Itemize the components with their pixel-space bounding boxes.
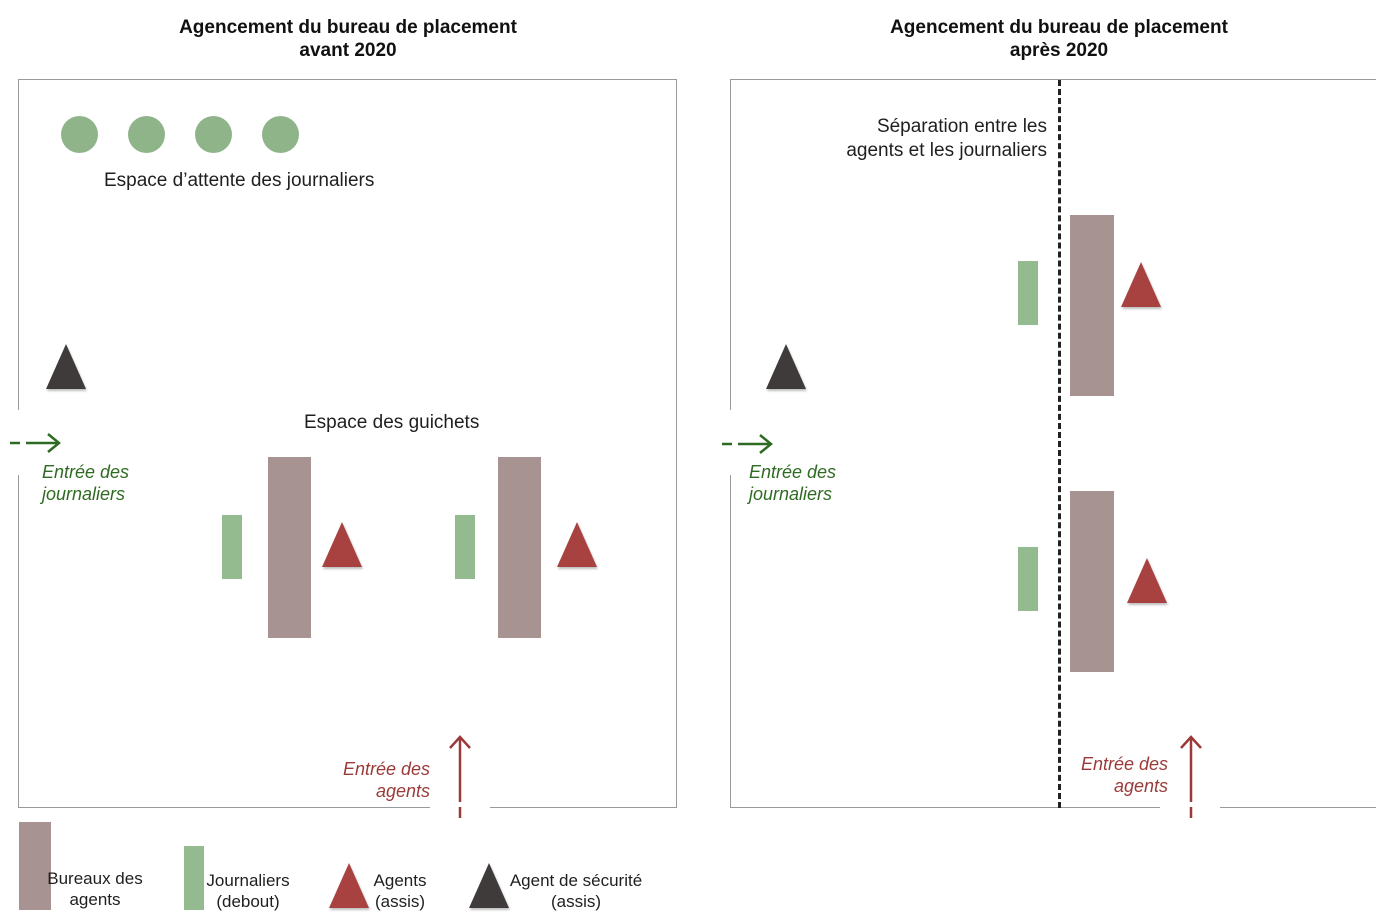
left-panel-title: Agencement du bureau de placement avant … <box>98 16 598 62</box>
agent-desk <box>268 457 311 638</box>
right-agents-entry-label: Entrée des agents <box>1080 754 1168 796</box>
counters-area-label: Espace des guichets <box>304 412 480 433</box>
day-laborer <box>222 515 242 579</box>
waiting-seat <box>195 116 232 153</box>
legend-worker-swatch <box>184 846 204 910</box>
day-laborer <box>455 515 475 579</box>
security-agent-icon <box>766 344 806 389</box>
day-laborer <box>1018 261 1038 325</box>
right-workers-entry-label: Entrée des journaliers <box>749 462 837 504</box>
workers-entry-arrow <box>722 434 773 454</box>
day-laborer <box>1018 547 1038 611</box>
right-workers-door-gap <box>728 410 734 475</box>
legend-security-icon <box>469 863 509 908</box>
agent-icon <box>557 522 597 567</box>
left-room <box>18 79 677 808</box>
agent-icon <box>1121 262 1161 307</box>
agents-entry-arrow <box>449 735 471 818</box>
agent-desk <box>1070 215 1114 396</box>
waiting-seat <box>128 116 165 153</box>
right-room <box>730 79 1376 808</box>
waiting-area-label: Espace d’attente des journaliers <box>104 170 375 191</box>
security-agent-icon <box>46 344 86 389</box>
right-panel-title: Agencement du bureau de placement après … <box>809 16 1309 62</box>
right-title-line1: Agencement du bureau de placement <box>890 17 1228 38</box>
left-workers-entry-label: Entrée des journaliers <box>42 462 130 504</box>
waiting-seat <box>61 116 98 153</box>
left-title-line1: Agencement du bureau de placement <box>179 17 517 38</box>
left-title-line2: avant 2020 <box>299 40 397 61</box>
legend-agent-icon <box>329 863 369 908</box>
waiting-seat <box>262 116 299 153</box>
legend-agent-label: Agents (assis) <box>373 871 427 911</box>
agents-entry-arrow <box>1180 735 1202 818</box>
agent-desk <box>1070 491 1114 672</box>
legend-security-label: Agent de sécurité (assis) <box>509 871 643 911</box>
legend-desk-swatch <box>19 822 51 910</box>
agent-icon <box>1127 558 1167 603</box>
left-agents-entry-label: Entrée des agents <box>342 759 430 801</box>
separation-label: Séparation entre les agents et les journ… <box>846 116 1047 161</box>
agent-icon <box>322 522 362 567</box>
separation-line <box>1058 80 1061 808</box>
legend-desk-label: Bureaux des agents <box>47 869 143 909</box>
right-title-line2: après 2020 <box>1009 40 1109 61</box>
legend-worker-label: Journaliers (debout) <box>206 871 290 911</box>
agent-desk <box>498 457 541 638</box>
workers-entry-arrow <box>10 433 61 453</box>
